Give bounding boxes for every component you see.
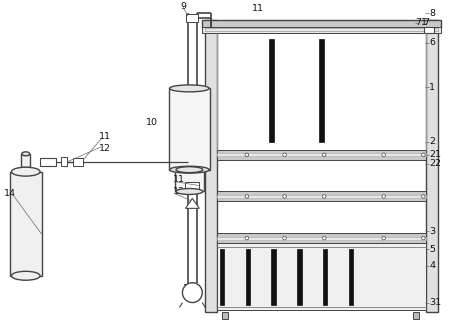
Bar — [217, 153, 426, 156]
Circle shape — [183, 283, 202, 303]
Text: 14: 14 — [4, 189, 16, 198]
Circle shape — [322, 236, 326, 240]
Circle shape — [422, 153, 425, 157]
Bar — [220, 249, 224, 305]
Ellipse shape — [12, 167, 40, 176]
Text: 12: 12 — [172, 187, 184, 196]
Bar — [185, 182, 199, 190]
Circle shape — [322, 195, 326, 198]
Bar — [319, 39, 324, 142]
Bar — [271, 249, 276, 305]
Bar — [217, 237, 426, 240]
Circle shape — [283, 153, 286, 157]
Circle shape — [382, 195, 385, 198]
Polygon shape — [185, 198, 199, 208]
Bar — [426, 20, 438, 312]
Ellipse shape — [170, 85, 209, 92]
Bar — [217, 233, 426, 243]
Bar — [186, 14, 198, 22]
Text: 22: 22 — [429, 159, 441, 168]
Bar — [222, 312, 228, 319]
Bar — [413, 312, 419, 319]
Bar — [349, 249, 353, 305]
Ellipse shape — [12, 271, 40, 280]
Ellipse shape — [170, 166, 209, 173]
Circle shape — [422, 236, 425, 240]
Text: 13: 13 — [183, 284, 195, 293]
Text: 6: 6 — [429, 38, 435, 47]
Text: 8: 8 — [429, 9, 435, 18]
Bar — [40, 158, 56, 166]
Text: 1: 1 — [429, 83, 435, 92]
Text: 12: 12 — [99, 144, 111, 153]
Ellipse shape — [22, 152, 30, 156]
Bar — [62, 157, 67, 166]
Bar — [21, 154, 30, 167]
Bar — [169, 88, 210, 170]
Circle shape — [422, 195, 425, 198]
Circle shape — [245, 153, 248, 157]
Bar — [217, 192, 426, 201]
Text: 31: 31 — [429, 298, 441, 307]
Ellipse shape — [176, 167, 203, 173]
Bar — [217, 150, 426, 160]
Bar — [217, 195, 426, 198]
Text: 10: 10 — [146, 118, 158, 126]
Bar — [323, 249, 327, 305]
Text: 3: 3 — [429, 227, 435, 236]
Text: 11: 11 — [99, 132, 111, 141]
Bar — [205, 28, 438, 31]
Bar — [297, 249, 302, 305]
Bar — [246, 249, 250, 305]
Bar — [73, 158, 83, 166]
Circle shape — [382, 236, 385, 240]
Bar — [205, 20, 217, 312]
Text: 2: 2 — [429, 137, 435, 146]
Circle shape — [245, 236, 248, 240]
Text: 9: 9 — [180, 2, 186, 11]
Circle shape — [283, 195, 286, 198]
Bar — [425, 27, 434, 33]
Circle shape — [245, 195, 248, 198]
Bar — [175, 170, 204, 192]
Text: 21: 21 — [429, 150, 441, 159]
Text: 4: 4 — [429, 261, 435, 270]
Ellipse shape — [176, 189, 203, 195]
Circle shape — [283, 236, 286, 240]
Circle shape — [322, 153, 326, 157]
Text: 11: 11 — [172, 175, 184, 184]
Text: 71: 71 — [416, 19, 427, 27]
Text: 11: 11 — [252, 4, 264, 13]
Bar — [10, 172, 42, 276]
Text: 7: 7 — [424, 19, 429, 27]
Bar — [217, 243, 426, 310]
Text: 5: 5 — [429, 245, 435, 254]
Bar — [202, 27, 441, 33]
Bar — [202, 20, 441, 28]
Bar — [269, 39, 274, 142]
Circle shape — [382, 153, 385, 157]
